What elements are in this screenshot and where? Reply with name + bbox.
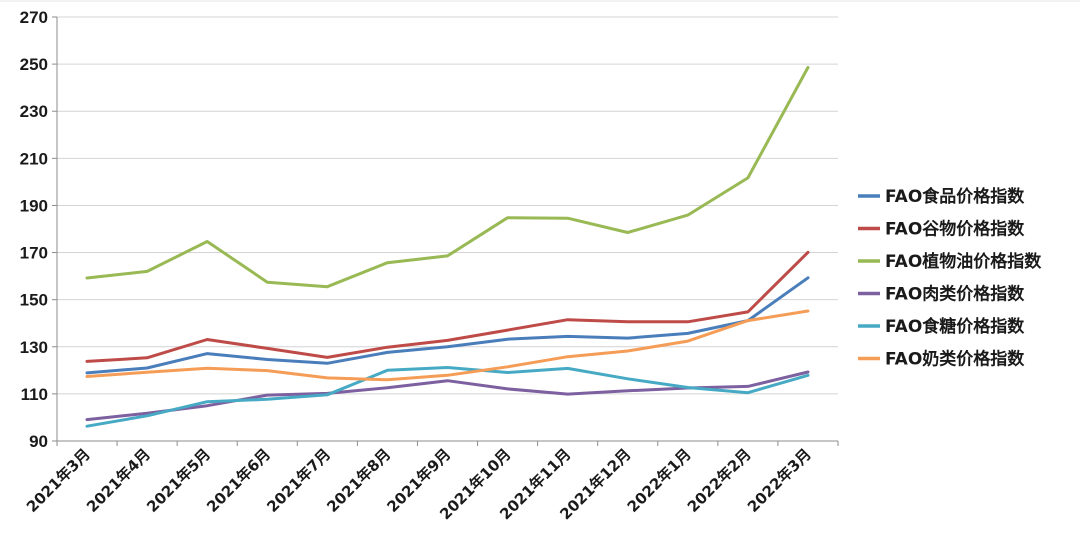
y-tick-label: 150 (20, 291, 48, 310)
legend-label: FAO食糖价格指数 (885, 316, 1025, 337)
axes (52, 16, 839, 446)
y-tick-label: 130 (20, 338, 48, 357)
series-line (85, 309, 810, 382)
series-line (85, 366, 810, 428)
legend-label: FAO肉类价格指数 (885, 284, 1025, 305)
legend: FAO食品价格指数 FAO谷物价格指数 FAO植物油价格指数 FAO肉类价格指数 FAO… (858, 186, 1042, 370)
y-tick-label: 250 (20, 55, 48, 74)
series-line (85, 65, 810, 289)
y-tick-label: 270 (20, 8, 48, 27)
y-tick-label: 210 (20, 149, 48, 168)
series-line (85, 276, 810, 375)
y-tick-label: 230 (20, 102, 48, 121)
y-tick-label: 170 (20, 244, 48, 263)
y-tick-label: 190 (20, 196, 48, 215)
legend-label: FAO食品价格指数 (885, 186, 1025, 207)
legend-label: FAO谷物价格指数 (885, 219, 1025, 240)
legend-label: FAO奶类价格指数 (885, 349, 1025, 370)
series-line (85, 250, 810, 363)
y-tick-label: 110 (21, 385, 48, 404)
y-axis-tick-labels: 90 110 130 150 170 190 210 230 250 270 (20, 8, 48, 451)
y-tick-label: 90 (29, 432, 48, 451)
series-lines (85, 65, 810, 428)
legend-label: FAO植物油价格指数 (885, 251, 1042, 272)
